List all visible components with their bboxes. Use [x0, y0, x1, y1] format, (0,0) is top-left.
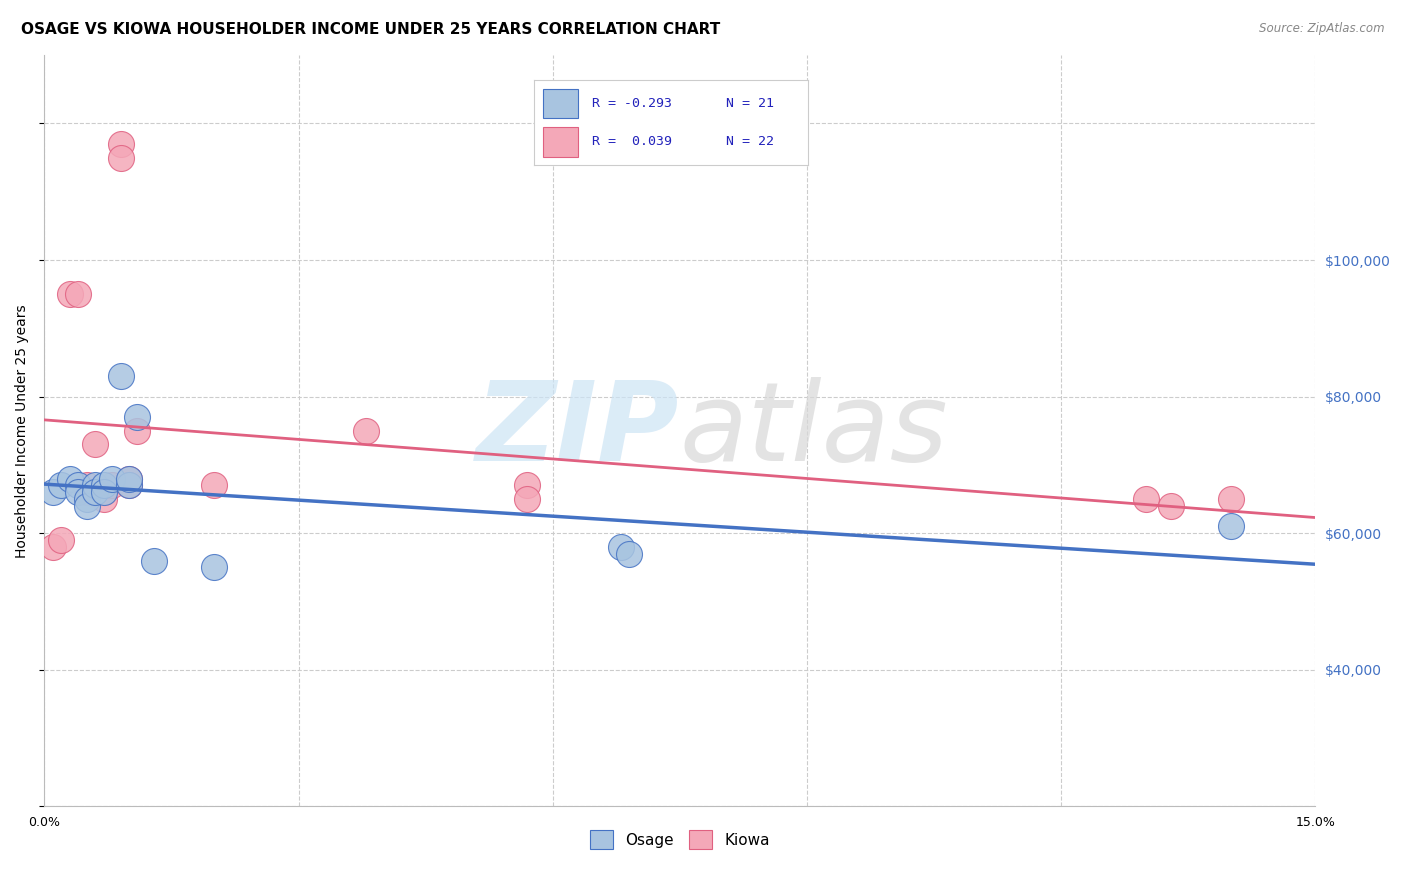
Y-axis label: Householder Income Under 25 years: Householder Income Under 25 years — [15, 304, 30, 558]
Text: R =  0.039: R = 0.039 — [592, 136, 672, 148]
Legend: Osage, Kiowa: Osage, Kiowa — [583, 824, 776, 855]
Point — [609, 540, 631, 554]
Point — [1219, 519, 1241, 533]
Text: ZIP: ZIP — [477, 377, 681, 484]
Point — [84, 485, 107, 500]
FancyBboxPatch shape — [543, 89, 578, 119]
Point — [356, 424, 378, 438]
Point — [101, 478, 124, 492]
Point — [93, 478, 115, 492]
Point — [110, 136, 132, 151]
Point — [59, 472, 82, 486]
Point — [143, 553, 166, 567]
Point — [42, 485, 65, 500]
Point — [101, 472, 124, 486]
Point — [118, 478, 141, 492]
Point — [1160, 499, 1182, 513]
Point — [127, 410, 149, 425]
FancyBboxPatch shape — [543, 127, 578, 157]
Point — [1219, 491, 1241, 506]
Point — [42, 540, 65, 554]
Text: N = 21: N = 21 — [725, 97, 775, 110]
Point — [93, 485, 115, 500]
Point — [59, 287, 82, 301]
Point — [118, 478, 141, 492]
Point — [67, 478, 90, 492]
Point — [93, 491, 115, 506]
Point — [84, 437, 107, 451]
Point — [93, 485, 115, 500]
Text: R = -0.293: R = -0.293 — [592, 97, 672, 110]
Point — [202, 560, 225, 574]
Point — [110, 369, 132, 384]
Point — [202, 478, 225, 492]
Point — [118, 472, 141, 486]
Text: Source: ZipAtlas.com: Source: ZipAtlas.com — [1260, 22, 1385, 36]
Point — [67, 485, 90, 500]
Point — [1135, 491, 1157, 506]
Point — [110, 151, 132, 165]
Point — [76, 485, 98, 500]
Point — [76, 478, 98, 492]
Point — [516, 491, 538, 506]
Point — [51, 478, 73, 492]
Text: N = 22: N = 22 — [725, 136, 775, 148]
Point — [617, 547, 640, 561]
Point — [516, 478, 538, 492]
Point — [76, 491, 98, 506]
Point — [51, 533, 73, 547]
Point — [127, 424, 149, 438]
Point — [118, 472, 141, 486]
Point — [67, 287, 90, 301]
Text: OSAGE VS KIOWA HOUSEHOLDER INCOME UNDER 25 YEARS CORRELATION CHART: OSAGE VS KIOWA HOUSEHOLDER INCOME UNDER … — [21, 22, 720, 37]
Point — [76, 499, 98, 513]
Point — [84, 478, 107, 492]
Text: atlas: atlas — [681, 377, 949, 484]
